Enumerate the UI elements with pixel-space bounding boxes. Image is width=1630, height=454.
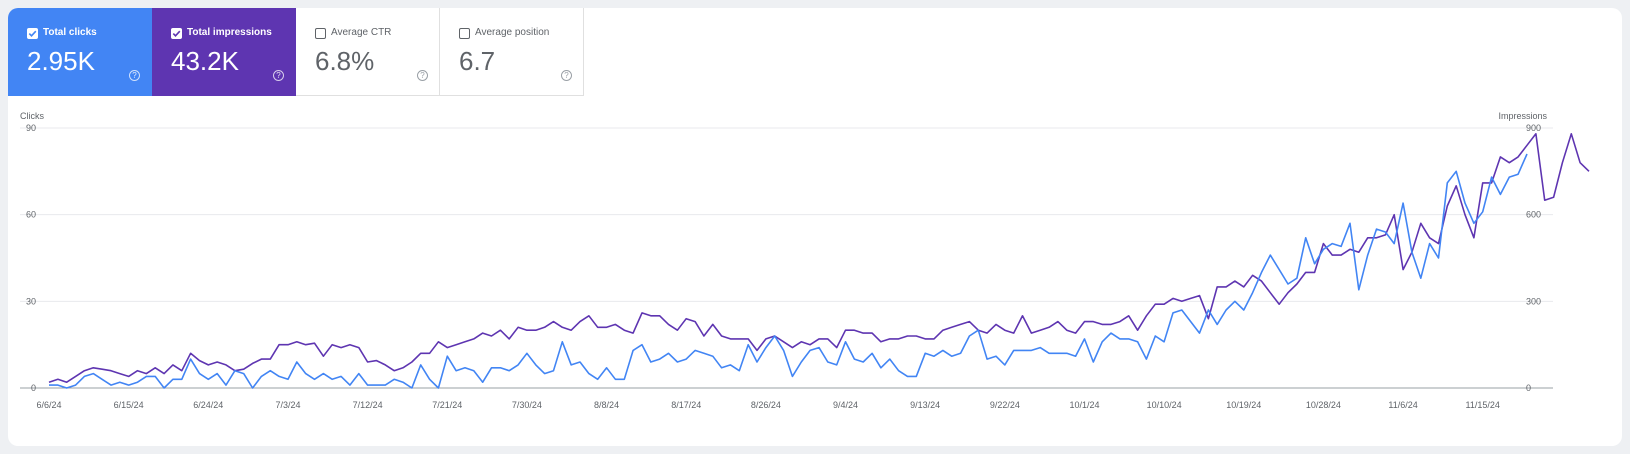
x-tick-label: 8/26/24: [751, 400, 781, 410]
y-axis-left-title: Clicks: [20, 111, 44, 121]
impressions-line: [48, 133, 1590, 384]
average-position-tab[interactable]: Average position 6.7 ?: [440, 8, 584, 96]
x-tick-label: 6/15/24: [114, 400, 144, 410]
x-tick-label: 10/10/24: [1147, 400, 1182, 410]
checkbox-checked-icon[interactable]: [27, 28, 38, 39]
y-left-tick-label: 90: [26, 123, 36, 133]
performance-card: Clicks 0 30 60 90 Impressions 0 300 600 900 6/6/24…: [8, 8, 1622, 446]
x-tick-label: 8/8/24: [594, 400, 619, 410]
total-clicks-tab[interactable]: Total clicks 2.95K ?: [8, 8, 152, 96]
metric-label: Total impressions: [187, 27, 272, 38]
metric-label: Average position: [475, 27, 550, 38]
metric-label: Total clicks: [43, 27, 97, 38]
help-icon[interactable]: ?: [561, 70, 572, 81]
x-tick-label: 11/6/24: [1388, 400, 1417, 410]
x-tick-label: 9/13/24: [910, 400, 940, 410]
y-axis-right-title: Impressions: [1498, 111, 1547, 121]
x-tick-label: 8/17/24: [671, 400, 701, 410]
metric-value: 43.2K: [171, 46, 239, 76]
x-tick-label: 10/1/24: [1069, 400, 1099, 410]
x-tick-label: 9/22/24: [990, 400, 1020, 410]
x-tick-label: 9/4/24: [833, 400, 858, 410]
metric-value: 6.8%: [315, 46, 375, 76]
x-tick-label: 7/12/24: [353, 400, 383, 410]
average-ctr-tab[interactable]: Average CTR 6.8% ?: [296, 8, 440, 96]
checkbox-unchecked-icon[interactable]: [315, 28, 326, 39]
x-tick-label: 11/15/24: [1466, 400, 1500, 410]
metric-label: Average CTR: [331, 27, 392, 38]
y-right-tick-label: 0: [1526, 383, 1531, 393]
x-tick-label: 10/19/24: [1226, 400, 1261, 410]
x-tick-label: 10/28/24: [1306, 400, 1341, 410]
y-right-tick-label: 600: [1526, 210, 1541, 220]
y-left-tick-label: 60: [26, 210, 36, 220]
total-impressions-tab[interactable]: Total impressions 43.2K ?: [152, 8, 296, 96]
y-left-tick-label: 30: [26, 296, 36, 306]
checkbox-unchecked-icon[interactable]: [459, 28, 470, 39]
metric-tabs: Total clicks 2.95K ? Total impressions 4…: [8, 8, 584, 96]
checkbox-checked-icon[interactable]: [171, 28, 182, 39]
clicks-line: [49, 153, 1528, 389]
y-left-tick-label: 0: [31, 383, 36, 393]
x-tick-label: 7/30/24: [512, 400, 542, 410]
metric-value: 6.7: [459, 46, 496, 76]
x-tick-label: 6/6/24: [36, 400, 61, 410]
help-icon[interactable]: ?: [273, 70, 284, 81]
help-icon[interactable]: ?: [417, 70, 428, 81]
x-tick-label: 6/24/24: [193, 400, 223, 410]
help-icon[interactable]: ?: [129, 70, 140, 81]
metric-value: 2.95K: [27, 46, 95, 76]
performance-chart: Clicks 0 30 60 90 Impressions 0 300 600 900 6/6/24…: [20, 111, 1590, 410]
x-tick-label: 7/3/24: [275, 400, 300, 410]
y-right-tick-label: 300: [1526, 296, 1541, 306]
y-right-tick-label: 900: [1526, 123, 1541, 133]
x-tick-label: 7/21/24: [432, 400, 462, 410]
